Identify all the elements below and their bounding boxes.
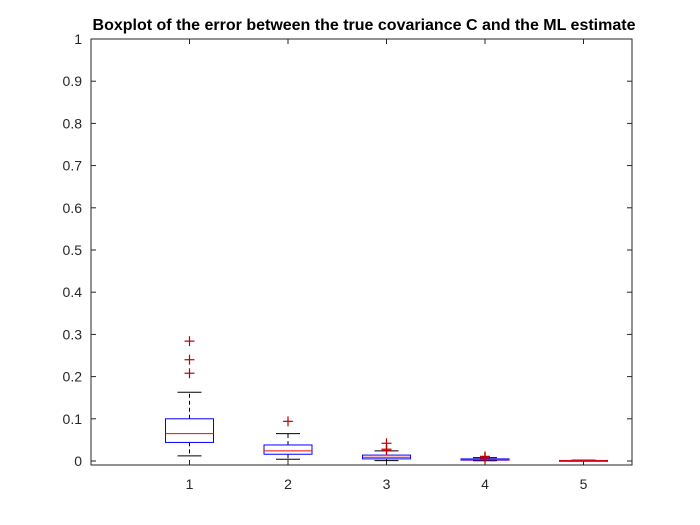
- box-2: [263, 416, 313, 460]
- x-tick-label: 2: [284, 476, 292, 492]
- boxes-group: [165, 336, 608, 464]
- outlier-marker: [184, 368, 195, 379]
- y-tick-label: 0.6: [63, 200, 83, 216]
- y-tick-label: 0.7: [63, 158, 83, 174]
- y-tick-label: 0.3: [63, 326, 83, 342]
- outlier-marker: [480, 451, 490, 462]
- x-tick-label: 1: [186, 476, 194, 492]
- x-axis: 1 2 3 4 5: [186, 39, 588, 492]
- box-4: [460, 451, 510, 464]
- x-tick-label: 3: [383, 476, 391, 492]
- outlier-marker: [184, 354, 195, 365]
- y-tick-label: 0.5: [63, 242, 83, 258]
- box-1: [165, 336, 214, 457]
- plot-area: [90, 38, 633, 466]
- y-tick-label: 0.1: [63, 411, 83, 427]
- y-tick-label: 0: [74, 453, 82, 469]
- y-axis: 0 0.1 0.2 0.3 0.4 0.5 0.6 0.7 0.8 0.9 1: [63, 31, 632, 469]
- iqr-box: [263, 444, 313, 455]
- y-tick-label: 1: [74, 31, 82, 47]
- x-tick-label: 5: [580, 476, 588, 492]
- y-tick-label: 0.9: [63, 73, 83, 89]
- outlier-marker: [381, 438, 392, 449]
- iqr-box: [165, 418, 214, 443]
- box-5: [559, 459, 608, 462]
- chart-title: Boxplot of the error between the true co…: [93, 17, 636, 34]
- outlier-marker: [184, 336, 195, 347]
- outlier-marker: [283, 416, 293, 427]
- x-tick-label: 4: [481, 476, 489, 492]
- y-tick-label: 0.4: [63, 284, 83, 300]
- box-3: [362, 438, 411, 462]
- y-tick-label: 0.2: [63, 369, 83, 385]
- y-tick-label: 0.8: [63, 115, 83, 131]
